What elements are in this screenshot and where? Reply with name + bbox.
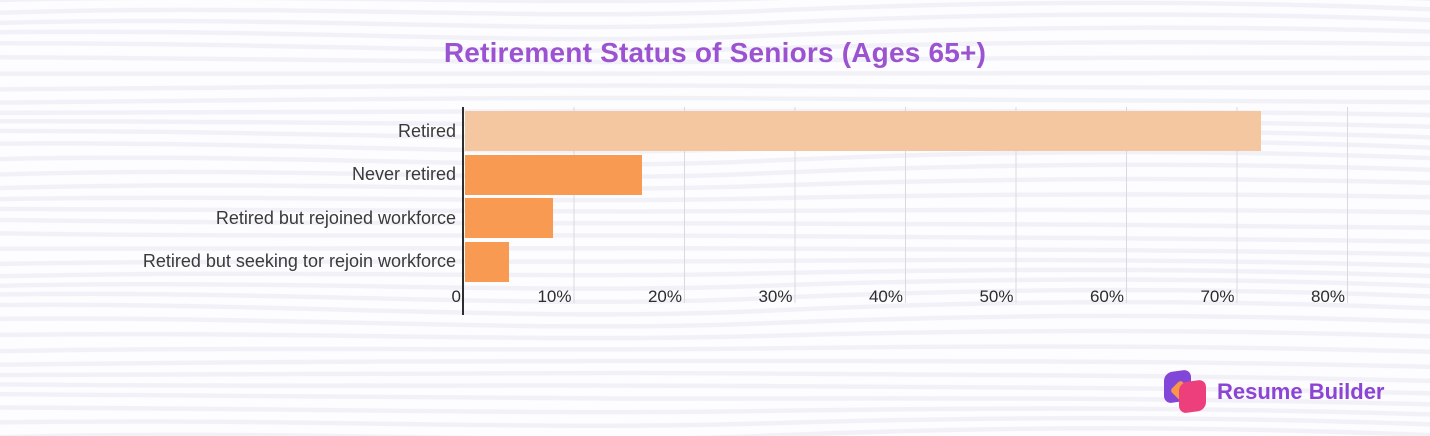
x-tick-0: 0 — [451, 287, 461, 306]
y-axis-line — [462, 107, 464, 315]
bar-retired — [465, 111, 1261, 151]
category-label-retired: Retired — [397, 121, 456, 141]
bar-rejoined-workforce — [465, 198, 554, 238]
x-tick-20: 20% — [647, 287, 682, 306]
resume-builder-wordmark: Resume Builder — [1217, 379, 1385, 404]
category-label-seeking-rejoin: Retired but seeking tor rejoin workforce — [142, 251, 456, 271]
x-tick-60: 60% — [1089, 287, 1124, 306]
resume-builder-logo: Resume Builder — [1163, 369, 1403, 415]
x-tick-30: 30% — [758, 287, 793, 306]
x-tick-80: 80% — [1310, 287, 1345, 306]
bar-seeking-rejoin-workforce — [465, 241, 510, 282]
bar-never-retired — [465, 154, 642, 195]
category-label-never-retired: Never retired — [351, 164, 456, 184]
plot-area — [464, 107, 1349, 303]
x-tick-40: 40% — [868, 287, 903, 306]
chart-title: Retirement Status of Seniors (Ages 65+) — [443, 37, 987, 68]
category-label-rejoined: Retired but rejoined workforce — [215, 208, 456, 228]
logo-pink-square-icon — [1179, 379, 1206, 414]
x-tick-10: 10% — [537, 287, 572, 306]
resume-builder-logo-icon — [1163, 369, 1209, 415]
x-tick-70: 70% — [1200, 287, 1235, 306]
x-tick-50: 50% — [979, 287, 1014, 306]
